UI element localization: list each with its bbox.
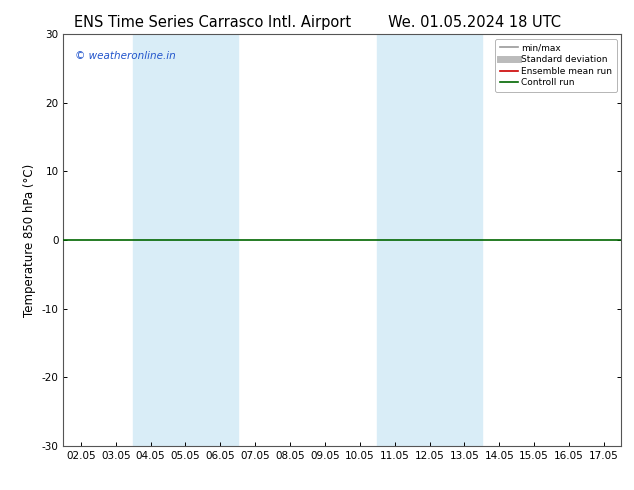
Text: ENS Time Series Carrasco Intl. Airport        We. 01.05.2024 18 UTC: ENS Time Series Carrasco Intl. Airport W…	[74, 15, 560, 30]
Bar	[133, 34, 238, 446]
Y-axis label: Temperature 850 hPa (°C): Temperature 850 hPa (°C)	[23, 164, 36, 317]
Bar	[377, 34, 482, 446]
Legend: min/max, Standard deviation, Ensemble mean run, Controll run: min/max, Standard deviation, Ensemble me…	[495, 39, 617, 92]
Text: © weatheronline.in: © weatheronline.in	[75, 51, 176, 61]
